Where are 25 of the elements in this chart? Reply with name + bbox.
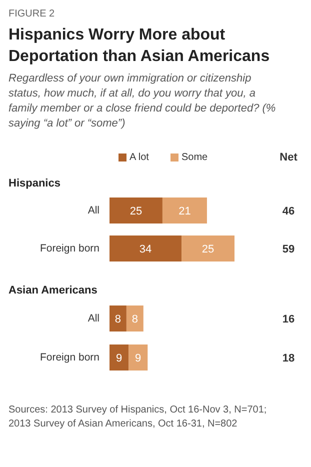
data-label: 25 — [202, 244, 214, 256]
data-label: 21 — [178, 206, 191, 218]
data-label: 34 — [139, 244, 152, 256]
text: Net — [280, 152, 298, 164]
text: 18 — [282, 352, 295, 364]
legend-label: Some — [182, 152, 208, 163]
text: 16 — [282, 314, 295, 326]
legend-label: A lot — [130, 152, 150, 163]
text: Hispanics — [8, 178, 60, 190]
source-note: Sources: 2013 Survey of Hispanics, Oct 16-Nov 3, N=701; 2013 Survey of Asian Americans, Oct 16-31, N=802 — [8, 404, 267, 430]
chart-title: Hispanics Worry More about Deportation than Asian Americans — [8, 26, 270, 65]
chart-subtitle: Regardless of your own immigration or citizenship status, how much, if at all, do you worry that you, a family member or a close friend could be deported? (% saying “a lot” or “some”) — [8, 72, 276, 130]
caption: FIGURE 2 — [8, 8, 56, 20]
y-tick-label: All — [88, 312, 100, 324]
text: Asian Americans — [8, 284, 98, 296]
text: 59 — [282, 244, 295, 256]
y-tick-label: Foreign born — [40, 352, 100, 364]
text: 46 — [282, 206, 295, 218]
data-label: 8 — [114, 314, 122, 326]
data-label: 25 — [130, 206, 142, 218]
data-label: 9 — [135, 352, 142, 364]
data-label: 8 — [132, 314, 138, 326]
data-label: 9 — [116, 352, 122, 364]
y-tick-label: Foreign born — [40, 242, 100, 254]
y-tick-label: All — [88, 204, 100, 216]
